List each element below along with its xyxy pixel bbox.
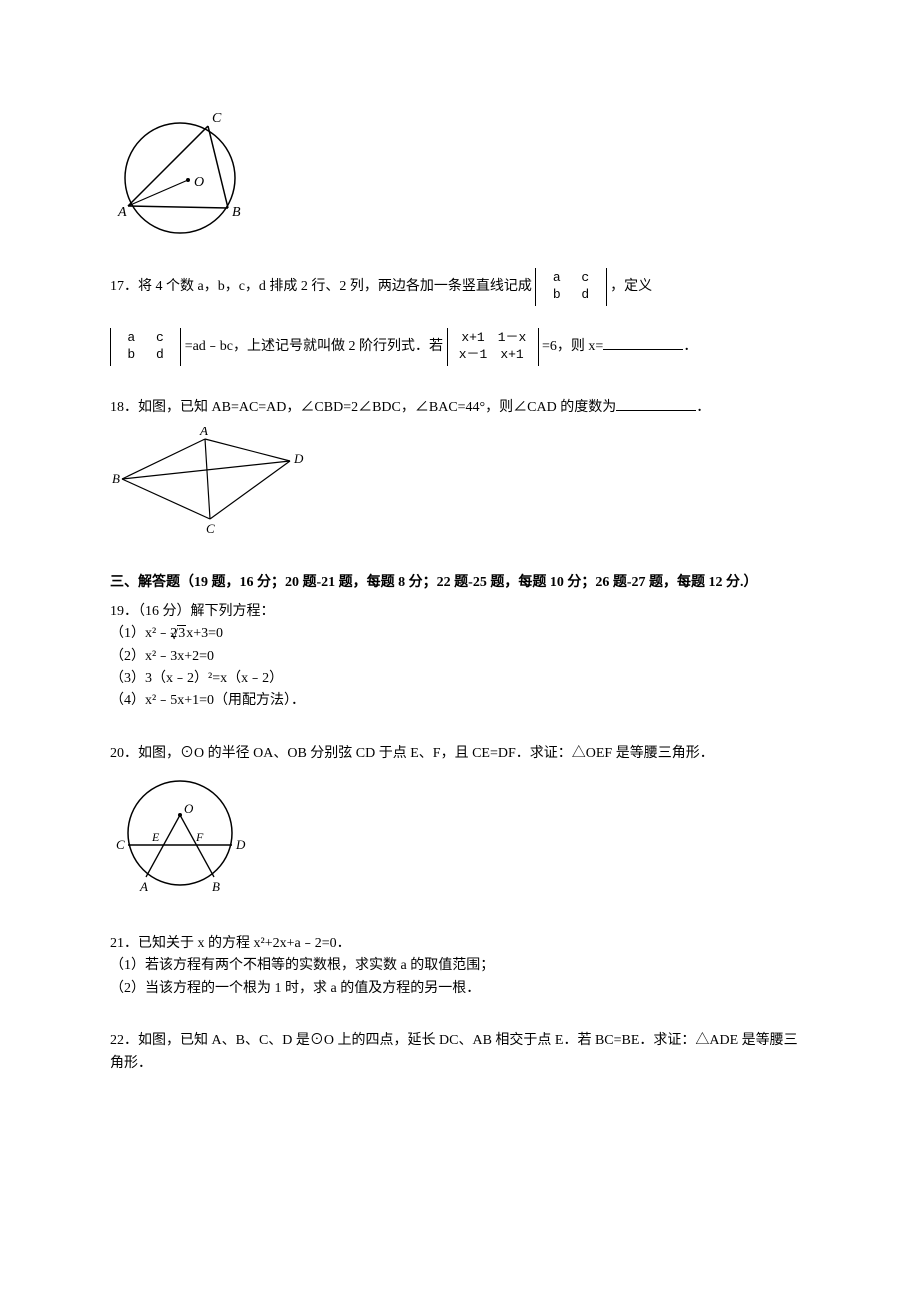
svg-text:O: O: [184, 801, 194, 816]
q19-lead: 19．（16 分）解下列方程：: [110, 601, 810, 623]
section-3-header: 三、解答题（19 题，16 分；20 题-21 题，每题 8 分；22 题-25…: [110, 572, 810, 594]
svg-text:C: C: [212, 111, 222, 126]
svg-text:A: A: [139, 879, 148, 894]
svg-text:B: B: [212, 879, 220, 894]
svg-text:B: B: [112, 471, 120, 486]
q16-svg: A B C O: [110, 108, 260, 248]
svg-text:C: C: [206, 521, 215, 536]
q17-blank: [603, 335, 683, 350]
svg-text:A: A: [117, 205, 127, 220]
problem-19: 19．（16 分）解下列方程： （1）x²﹣23√x+3=0 （2）x²﹣3x+…: [110, 601, 810, 713]
svg-text:O: O: [194, 175, 204, 190]
q19-item-4: （4）x²﹣5x+1=0（用配方法）．: [110, 690, 810, 712]
problem-20: 20．如图，⊙O 的半径 OA、OB 分别弦 CD 于点 E、F，且 CE=DF…: [110, 743, 810, 903]
q17-det-1: ac bd: [535, 268, 606, 306]
q21-item-2: （2）当该方程的一个根为 1 时，求 a 的值及方程的另一根．: [110, 978, 810, 1000]
q17-text-4: =6，则 x=: [542, 339, 603, 354]
q18-svg: A B C D: [110, 427, 310, 542]
q21-item-1: （1）若该方程有两个不相等的实数根，求实数 a 的取值范围；: [110, 955, 810, 977]
figure-q16: A B C O: [110, 108, 810, 248]
q17-text-3: =ad﹣bc，上述记号就叫做 2 阶行列式．若: [185, 339, 443, 354]
q21-lead: 21．已知关于 x 的方程 x²+2x+a﹣2=0．: [110, 933, 810, 955]
q17-period: ．: [683, 339, 697, 354]
figure-q20: O C D E F A B: [110, 773, 810, 903]
svg-text:D: D: [293, 451, 304, 466]
q17-text-1: 17．将 4 个数 a，b，c，d 排成 2 行、2 列，两边各加一条竖直线记成: [110, 279, 532, 294]
figure-q18: A B C D: [110, 427, 810, 542]
q18-period: ．: [696, 400, 710, 415]
problem-18: 18．如图，已知 AB=AC=AD，∠CBD=2∠BDC，∠BAC=44°，则∠…: [110, 396, 810, 542]
q19-item-3: （3）3（x﹣2）²=x（x﹣2）: [110, 668, 810, 690]
q17-det-3: x+11－x x－1x+1: [447, 328, 539, 366]
q17-text-2: ，定义: [610, 279, 652, 294]
svg-text:F: F: [195, 830, 204, 844]
q22-text: 22．如图，已知 A、B、C、D 是⊙O 上的四点，延长 DC、AB 相交于点 …: [110, 1030, 810, 1075]
problem-21: 21．已知关于 x 的方程 x²+2x+a﹣2=0． （1）若该方程有两个不相等…: [110, 933, 810, 1000]
q18-blank: [616, 396, 696, 411]
problem-22: 22．如图，已知 A、B、C、D 是⊙O 上的四点，延长 DC、AB 相交于点 …: [110, 1030, 810, 1075]
q20-svg: O C D E F A B: [110, 773, 260, 903]
svg-text:D: D: [235, 837, 246, 852]
q17-det-2: ac bd: [110, 328, 181, 366]
svg-text:A: A: [199, 427, 208, 438]
svg-text:C: C: [116, 837, 125, 852]
q19-item-2: （2）x²﹣3x+2=0: [110, 646, 810, 668]
q19-item-1: （1）x²﹣23√x+3=0: [110, 623, 810, 645]
svg-text:E: E: [151, 830, 160, 844]
q20-text: 20．如图，⊙O 的半径 OA、OB 分别弦 CD 于点 E、F，且 CE=DF…: [110, 743, 810, 765]
svg-text:B: B: [232, 205, 241, 220]
q18-text: 18．如图，已知 AB=AC=AD，∠CBD=2∠BDC，∠BAC=44°，则∠…: [110, 400, 616, 415]
problem-17: 17．将 4 个数 a，b，c，d 排成 2 行、2 列，两边各加一条竖直线记成…: [110, 268, 810, 366]
